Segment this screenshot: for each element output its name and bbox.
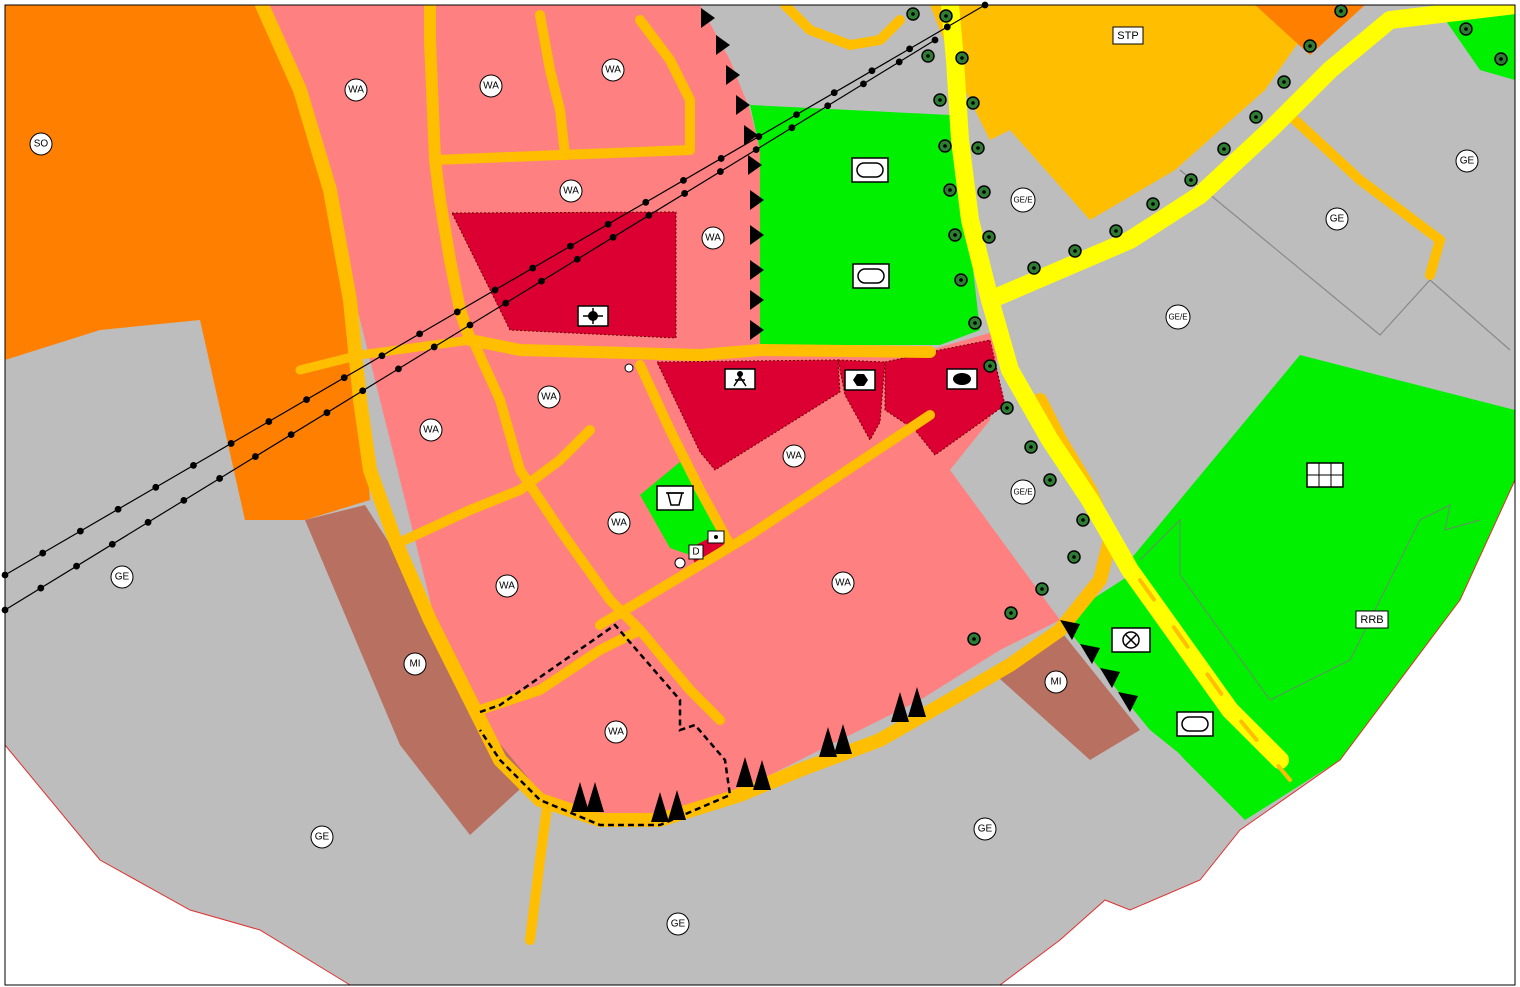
svg-text:WA: WA (605, 65, 621, 76)
svg-text:WA: WA (608, 727, 624, 738)
waste-bin-icon (656, 485, 694, 511)
planning-boundary (478, 623, 732, 827)
zone-label-wa: WA (701, 226, 725, 250)
zone-label-wa: WA (559, 179, 583, 203)
svg-text:GE/E: GE/E (1013, 196, 1032, 205)
sports-field-icon (851, 157, 889, 183)
map-boundary (4, 479, 1516, 986)
zone-label-mi: MI (403, 652, 427, 676)
power-line-icon (1, 1, 989, 614)
zone-label-gee: GE/E (1010, 479, 1036, 505)
svg-text:WA: WA (705, 233, 721, 244)
svg-text:WA: WA (541, 392, 557, 403)
zone-label-wa: WA (495, 574, 519, 598)
zone-label-stp: STP (1112, 26, 1144, 45)
svg-text:WA: WA (499, 581, 515, 592)
school-icon (844, 369, 876, 391)
svg-text:GE/E: GE/E (1013, 488, 1032, 497)
zone-label-ge: GE (1325, 207, 1349, 231)
zone-label-ge: GE (973, 817, 997, 841)
zone-label-wa: WA (419, 418, 443, 442)
small-marker-icon (624, 363, 725, 569)
community-facility-1 (451, 211, 677, 339)
noise-barrier-icon (571, 8, 1138, 822)
zone-label-wa: WA (782, 444, 806, 468)
svg-text:WA: WA (563, 186, 579, 197)
plot-outline-3 (1139, 518, 1181, 575)
zone-label-d: D (688, 544, 704, 560)
svg-text:GE/E: GE/E (1168, 313, 1187, 322)
svg-text:D: D (692, 547, 699, 558)
community-facility-2 (656, 359, 841, 471)
technical-zone (930, 5, 1300, 220)
zone-label-ge: GE (110, 565, 134, 589)
svg-text:GE: GE (115, 572, 130, 583)
svg-text:WA: WA (786, 451, 802, 462)
local-roads (255, 5, 1445, 945)
main-roads (941, 5, 1515, 782)
svg-text:WA: WA (611, 518, 627, 529)
zone-label-wa: WA (479, 74, 503, 98)
special-use-zone (5, 5, 370, 520)
facility-icons (577, 157, 1344, 737)
zone-label-ge: GE (310, 825, 334, 849)
svg-text:WA: WA (835, 578, 851, 589)
svg-text:GE: GE (1330, 214, 1345, 225)
svg-text:MI: MI (409, 659, 420, 670)
church-icon (946, 368, 978, 390)
zone-label-wa: WA (537, 385, 561, 409)
zone-label-wa: WA (604, 720, 628, 744)
svg-text:RRB: RRB (1360, 614, 1383, 626)
zone-label-wa: WA (831, 571, 855, 595)
zone-labels: SO WA WA WA WA WA WA WA WA WA WA WA WA G… (29, 26, 1479, 936)
playground-icon (724, 368, 756, 390)
green-area-north (750, 105, 980, 345)
zone-label-wa: WA (344, 78, 368, 102)
mixed-zone-east (990, 630, 1140, 760)
special-use-zone-small (1255, 5, 1365, 55)
svg-text:GE: GE (978, 824, 993, 835)
svg-text:WA: WA (483, 81, 499, 92)
tree-row-icon (906, 4, 1508, 646)
zone-label-ge: GE (1455, 149, 1479, 173)
zone-label-wa: WA (601, 58, 625, 82)
sports-field-icon (1176, 711, 1214, 737)
substation-icon (1111, 627, 1151, 653)
zone-label-rrb: RRB (1355, 610, 1389, 629)
plot-outline-2 (1179, 503, 1481, 701)
plot-outline (1179, 169, 1511, 351)
svg-text:GE: GE (315, 832, 330, 843)
zone-label-ge: GE (666, 912, 690, 936)
zone-label-wa: WA (607, 511, 631, 535)
zone-label-mi: MI (1044, 670, 1068, 694)
svg-text:SO: SO (34, 139, 49, 150)
svg-text:GE: GE (1460, 156, 1475, 167)
sports-field-icon (852, 263, 890, 289)
map-frame (4, 4, 1516, 986)
zone-label-so: SO (29, 132, 53, 156)
svg-text:WA: WA (423, 425, 439, 436)
svg-text:WA: WA (348, 85, 364, 96)
zone-label-gee: GE/E (1165, 304, 1191, 330)
svg-text:STP: STP (1117, 30, 1138, 42)
parking-grid-icon (1306, 462, 1344, 488)
cultural-building-icon (577, 305, 609, 327)
svg-text:MI: MI (1050, 677, 1061, 688)
svg-text:GE: GE (671, 919, 686, 930)
zone-label-gee: GE/E (1010, 187, 1036, 213)
